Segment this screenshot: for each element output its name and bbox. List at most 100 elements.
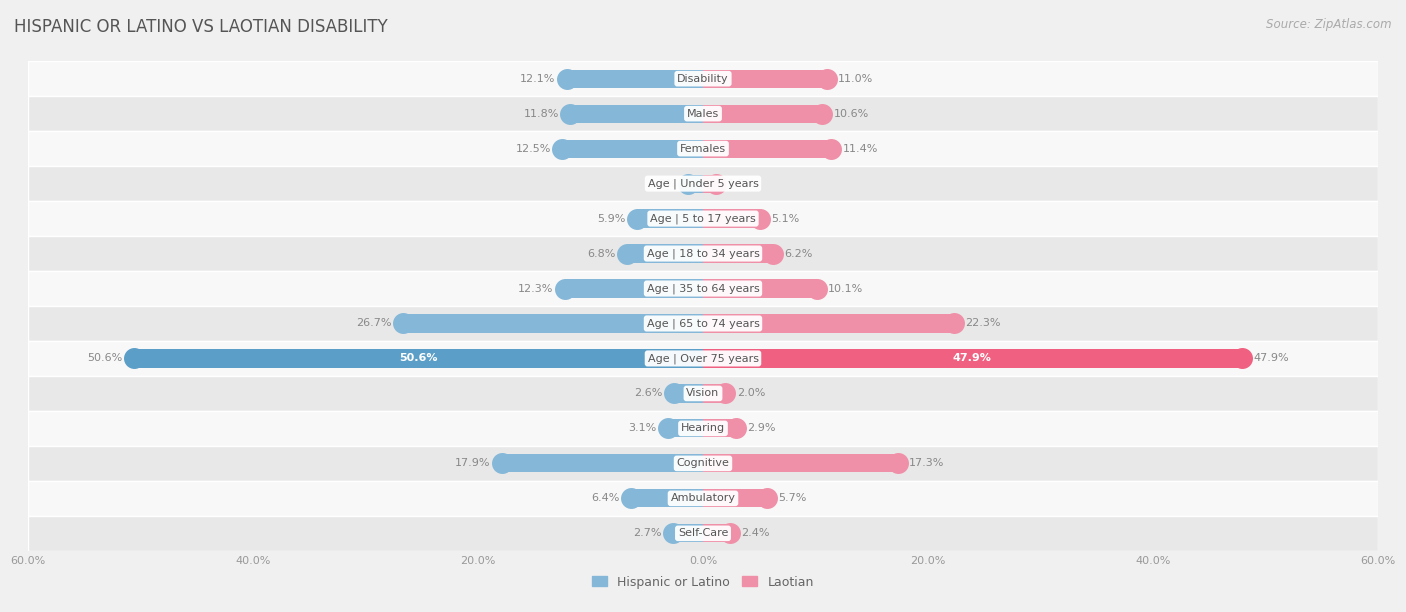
Text: 17.9%: 17.9% <box>456 458 491 468</box>
FancyBboxPatch shape <box>28 376 1378 411</box>
Text: 50.6%: 50.6% <box>399 354 437 364</box>
Legend: Hispanic or Latino, Laotian: Hispanic or Latino, Laotian <box>588 570 818 594</box>
Bar <box>402 315 703 332</box>
FancyBboxPatch shape <box>28 341 1378 376</box>
Text: Age | 5 to 17 years: Age | 5 to 17 years <box>650 214 756 224</box>
Text: Males: Males <box>688 109 718 119</box>
Text: 12.5%: 12.5% <box>516 144 551 154</box>
Text: 50.6%: 50.6% <box>87 354 122 364</box>
Text: 10.1%: 10.1% <box>828 283 863 294</box>
Bar <box>637 209 703 228</box>
Bar <box>565 280 703 297</box>
Text: 5.1%: 5.1% <box>772 214 800 223</box>
FancyBboxPatch shape <box>28 481 1378 516</box>
Bar <box>703 140 831 158</box>
Text: 47.9%: 47.9% <box>953 354 991 364</box>
Bar <box>703 209 761 228</box>
FancyBboxPatch shape <box>28 306 1378 341</box>
Text: Age | 65 to 74 years: Age | 65 to 74 years <box>647 318 759 329</box>
Point <box>718 528 741 538</box>
Text: HISPANIC OR LATINO VS LAOTIAN DISABILITY: HISPANIC OR LATINO VS LAOTIAN DISABILITY <box>14 18 388 36</box>
Text: 12.1%: 12.1% <box>520 73 555 84</box>
Bar <box>703 174 717 193</box>
Text: 26.7%: 26.7% <box>356 318 391 329</box>
Point <box>560 109 582 119</box>
Point <box>714 389 737 398</box>
Text: Source: ZipAtlas.com: Source: ZipAtlas.com <box>1267 18 1392 31</box>
FancyBboxPatch shape <box>28 411 1378 446</box>
Point <box>815 74 838 84</box>
Text: 47.9%: 47.9% <box>1253 354 1289 364</box>
Text: Age | Over 75 years: Age | Over 75 years <box>648 353 758 364</box>
Text: Self-Care: Self-Care <box>678 528 728 539</box>
Text: Age | 35 to 64 years: Age | 35 to 64 years <box>647 283 759 294</box>
Bar <box>571 105 703 123</box>
Point <box>391 319 413 329</box>
Text: 6.8%: 6.8% <box>586 248 616 258</box>
Bar <box>134 349 703 368</box>
FancyBboxPatch shape <box>28 236 1378 271</box>
Text: 1.3%: 1.3% <box>650 179 678 188</box>
Bar <box>703 419 735 438</box>
Text: 1.2%: 1.2% <box>728 179 756 188</box>
Text: 10.6%: 10.6% <box>834 109 869 119</box>
Text: 3.1%: 3.1% <box>628 424 657 433</box>
Point <box>942 319 965 329</box>
Text: 22.3%: 22.3% <box>965 318 1001 329</box>
Point <box>554 283 576 293</box>
FancyBboxPatch shape <box>28 166 1378 201</box>
Point <box>555 74 578 84</box>
Text: Age | 18 to 34 years: Age | 18 to 34 years <box>647 248 759 259</box>
Bar <box>672 524 703 542</box>
Text: 5.9%: 5.9% <box>598 214 626 223</box>
Bar <box>668 419 703 438</box>
Text: 5.7%: 5.7% <box>779 493 807 503</box>
Point <box>657 424 679 433</box>
Point <box>756 493 779 503</box>
Bar <box>703 384 725 403</box>
Bar <box>703 280 817 297</box>
Point <box>706 179 728 188</box>
Text: 6.4%: 6.4% <box>592 493 620 503</box>
Point <box>762 248 785 258</box>
Text: 2.9%: 2.9% <box>747 424 775 433</box>
Point <box>626 214 648 223</box>
Bar <box>627 244 703 263</box>
Text: 2.4%: 2.4% <box>741 528 769 539</box>
Text: Age | Under 5 years: Age | Under 5 years <box>648 178 758 189</box>
Text: 2.7%: 2.7% <box>633 528 661 539</box>
Bar <box>562 140 703 158</box>
Bar <box>703 244 773 263</box>
Point <box>620 493 643 503</box>
Bar <box>673 384 703 403</box>
Text: Disability: Disability <box>678 73 728 84</box>
Bar <box>631 489 703 507</box>
Point <box>551 144 574 154</box>
Point <box>661 528 683 538</box>
Bar <box>703 454 897 472</box>
Bar <box>703 70 827 88</box>
Point <box>616 248 638 258</box>
Point <box>749 214 772 223</box>
Bar <box>689 174 703 193</box>
Point <box>886 458 908 468</box>
FancyBboxPatch shape <box>28 201 1378 236</box>
Bar <box>703 524 730 542</box>
Text: Vision: Vision <box>686 389 720 398</box>
Bar <box>567 70 703 88</box>
Text: Females: Females <box>681 144 725 154</box>
FancyBboxPatch shape <box>28 516 1378 551</box>
Text: 2.0%: 2.0% <box>737 389 765 398</box>
Point <box>820 144 842 154</box>
Point <box>678 179 700 188</box>
Text: Cognitive: Cognitive <box>676 458 730 468</box>
Point <box>806 283 828 293</box>
Point <box>491 458 513 468</box>
Text: 11.4%: 11.4% <box>842 144 877 154</box>
Bar <box>703 105 823 123</box>
Bar <box>703 315 953 332</box>
FancyBboxPatch shape <box>28 61 1378 96</box>
Text: Hearing: Hearing <box>681 424 725 433</box>
FancyBboxPatch shape <box>28 446 1378 481</box>
Text: 2.6%: 2.6% <box>634 389 662 398</box>
